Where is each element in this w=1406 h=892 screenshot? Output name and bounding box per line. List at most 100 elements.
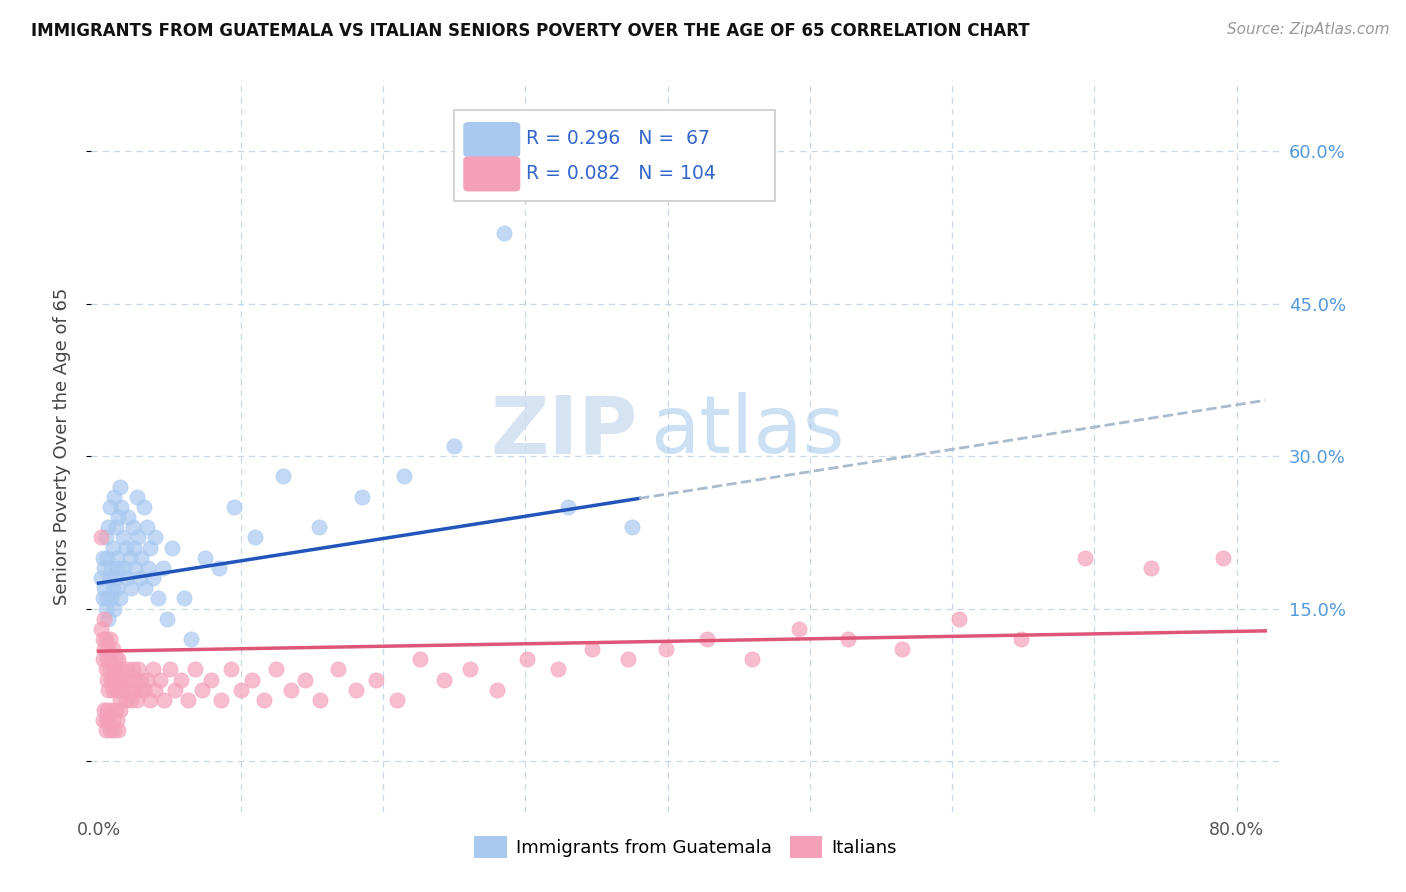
Point [364,673,387,687]
Point [165,682,187,697]
Point [617,652,640,666]
Point [105,714,128,728]
Point [100,652,122,666]
Point [191,682,214,697]
Point [344,682,367,697]
Point [108,673,131,687]
Point [110,500,132,514]
Point [115,571,138,585]
Point [153,693,176,707]
Point [581,642,603,657]
Point [948,612,970,626]
Point [94,632,117,646]
Point [107,723,129,738]
Point [156,612,179,626]
Point [557,500,579,514]
Point [98,663,121,677]
Point [152,561,174,575]
Point [110,663,132,677]
Point [96,550,118,565]
Point [787,622,810,636]
Point [93,642,115,657]
Point [114,541,136,555]
Point [91,714,114,728]
Point [266,663,288,677]
Point [118,550,141,565]
Point [485,682,508,697]
Point [90,571,112,585]
Point [101,541,124,555]
Point [741,652,763,666]
Point [101,682,124,697]
Point [409,652,432,666]
Point [127,663,149,677]
Point [98,500,121,514]
Point [105,581,128,595]
Point [125,490,148,504]
Point [547,663,569,677]
Point [112,561,135,575]
Point [273,469,295,483]
Point [108,480,131,494]
Point [180,632,202,646]
Point [93,703,115,717]
Point [148,591,170,606]
Point [104,520,127,534]
Text: Source: ZipAtlas.com: Source: ZipAtlas.com [1226,22,1389,37]
Point [127,530,149,544]
Point [111,530,134,544]
Point [93,561,115,575]
Point [97,642,120,657]
Point [97,682,120,697]
Point [105,663,128,677]
Point [200,673,222,687]
Point [132,500,155,514]
Point [219,663,242,677]
Point [458,663,481,677]
Point [107,682,129,697]
Point [100,591,122,606]
Point [97,520,120,534]
Point [891,642,914,657]
Point [433,673,456,687]
Point [97,714,120,728]
Point [96,703,118,717]
Point [101,714,124,728]
Point [94,714,117,728]
Point [125,693,148,707]
Point [135,673,157,687]
Point [94,601,117,615]
Point [128,682,150,697]
Point [94,723,117,738]
Point [117,682,139,697]
Point [194,550,217,565]
Point [350,490,373,504]
Point [104,703,127,717]
Point [100,673,122,687]
Point [122,682,145,697]
Point [170,673,193,687]
Point [129,550,152,565]
Point [1073,550,1095,565]
Point [103,663,125,677]
Point [108,693,131,707]
Point [97,612,120,626]
FancyBboxPatch shape [463,122,520,157]
Point [308,520,330,534]
Point [93,612,115,626]
Point [91,550,114,565]
Point [280,682,302,697]
Point [121,520,143,534]
Point [1140,561,1163,575]
Text: atlas: atlas [650,392,844,470]
Point [91,632,114,646]
Point [118,673,141,687]
Point [107,561,129,575]
Point [100,561,122,575]
Point [117,510,139,524]
Point [98,571,121,585]
Point [142,663,165,677]
Point [655,642,678,657]
Point [837,632,859,646]
Point [243,530,266,544]
